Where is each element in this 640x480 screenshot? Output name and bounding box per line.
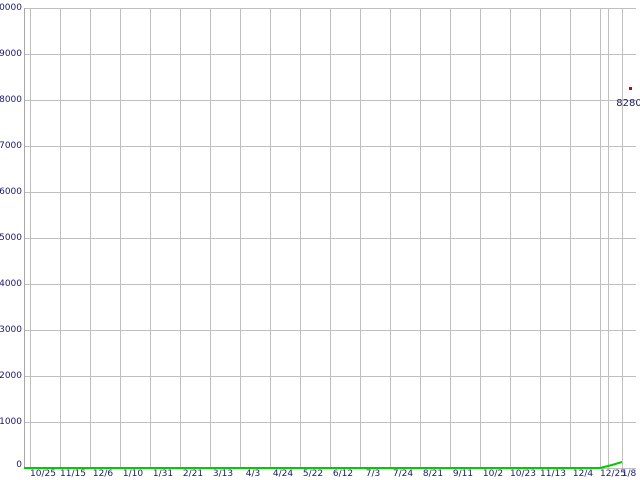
y-tick-label: 1000 (0, 417, 22, 427)
y-tick-label: 6000 (0, 187, 22, 197)
x-tick-label: 9/11 (452, 469, 474, 479)
gridline-vertical (180, 8, 181, 468)
gridline-vertical (90, 8, 91, 468)
gridline-vertical (608, 8, 609, 468)
x-tick-label: 7/3 (365, 469, 381, 479)
gridline-vertical (240, 8, 241, 468)
x-tick-label: 6/12 (332, 469, 354, 479)
x-tick-label: 1/10 (122, 469, 144, 479)
gridline-vertical (540, 8, 541, 468)
gridline-vertical (480, 8, 481, 468)
gridline-vertical (270, 8, 271, 468)
gridline-vertical (420, 8, 421, 468)
y-axis-line (24, 8, 25, 469)
x-tick-label: 5/22 (302, 469, 324, 479)
gridline-vertical (150, 8, 151, 468)
x-tick-label: 4/24 (272, 469, 294, 479)
gridline-vertical (570, 8, 571, 468)
y-tick-label: 3000 (0, 325, 22, 335)
x-tick-label: 12/25 (600, 469, 626, 479)
y-tick-label: 9000 (0, 49, 22, 59)
y-tick-label: 0 (16, 460, 22, 470)
gridline-vertical (510, 8, 511, 468)
x-tick-label: 11/15 (60, 469, 86, 479)
gridline-vertical (330, 8, 331, 468)
gridline-vertical (622, 8, 623, 468)
y-tick-label: 2000 (0, 371, 22, 381)
y-tick-label: 4000 (0, 279, 22, 289)
x-tick-label: 12/4 (572, 469, 594, 479)
y-tick-label: 5000 (0, 233, 22, 243)
x-tick-label: 10/23 (510, 469, 536, 479)
x-tick-label: 10/2 (482, 469, 504, 479)
y-tick-label: 8000 (0, 95, 22, 105)
x-tick-label: 1/8 (621, 469, 637, 479)
gridline-vertical (120, 8, 121, 468)
x-tick-label: 2/21 (182, 469, 204, 479)
gridline-vertical (210, 8, 211, 468)
x-tick-label: 1/31 (152, 469, 174, 479)
gridline-vertical (60, 8, 61, 468)
x-tick-label: 11/13 (540, 469, 566, 479)
gridline-vertical (390, 8, 391, 468)
x-tick-label: 10/25 (30, 469, 56, 479)
x-tick-label: 3/13 (212, 469, 234, 479)
x-tick-label: 7/24 (392, 469, 414, 479)
gridline-vertical (600, 8, 601, 468)
gridline-vertical (300, 8, 301, 468)
plot-area (24, 8, 636, 469)
data-point-label: 8280 (616, 98, 640, 109)
x-tick-label: 8/21 (422, 469, 444, 479)
gridline-vertical (360, 8, 361, 468)
y-tick-label: 7000 (0, 141, 22, 151)
x-tick-label: 4/3 (245, 469, 261, 479)
data-point-marker (629, 87, 632, 90)
x-tick-label: 12/6 (92, 469, 114, 479)
gridline-vertical (450, 8, 451, 468)
gridline-vertical (30, 8, 31, 468)
